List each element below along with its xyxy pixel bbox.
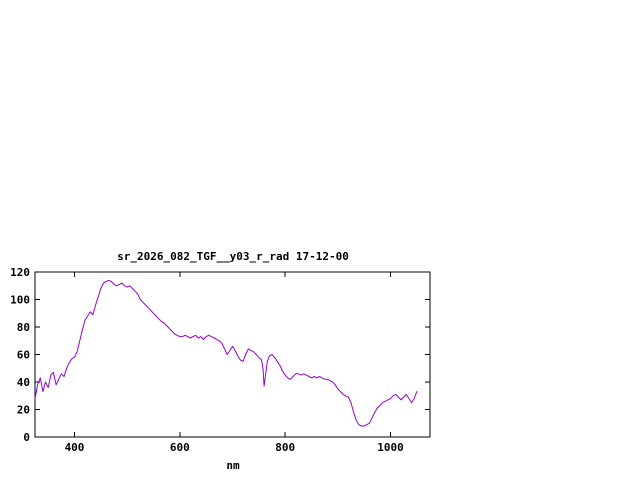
svg-text:600: 600	[170, 441, 190, 454]
svg-text:60: 60	[17, 349, 30, 362]
svg-text:120: 120	[10, 266, 30, 279]
svg-text:400: 400	[65, 441, 85, 454]
svg-text:80: 80	[17, 321, 30, 334]
chart-title: sr_2026_082_TGF__y03_r_rad 17-12-00	[117, 250, 349, 263]
svg-text:100: 100	[10, 294, 30, 307]
svg-text:40: 40	[17, 376, 30, 389]
svg-text:1000: 1000	[377, 441, 404, 454]
x-axis-label: nm	[226, 459, 240, 472]
svg-text:800: 800	[275, 441, 295, 454]
svg-text:20: 20	[17, 404, 30, 417]
svg-text:0: 0	[23, 431, 30, 444]
